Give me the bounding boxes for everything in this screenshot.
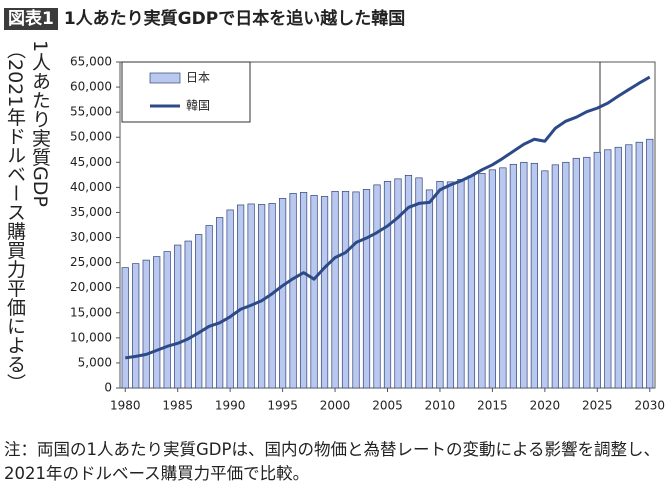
y-tick-label: 35,000 — [70, 205, 112, 219]
bar — [583, 156, 591, 389]
y-label: 1人あたり実質GDP — [29, 40, 51, 207]
bar — [352, 191, 360, 389]
bar — [467, 175, 476, 389]
legend-label: 韓国 — [186, 99, 210, 113]
bar — [488, 169, 497, 389]
bar — [446, 181, 455, 389]
y-tick-label: 50,000 — [70, 130, 112, 144]
bar — [153, 256, 161, 389]
y-tick-label: 5,000 — [78, 355, 112, 369]
bar — [278, 198, 287, 389]
bar — [289, 193, 297, 389]
bar — [499, 167, 507, 389]
bar — [373, 184, 381, 389]
y-tick-label: 10,000 — [70, 330, 112, 344]
bar — [362, 189, 371, 389]
bar — [541, 170, 549, 389]
chart: 0 5,000 10,000 15,000 20,000 25,000 30,000 35,0… — [70, 55, 665, 413]
bar — [478, 172, 486, 389]
bar — [593, 151, 601, 389]
x-tick-label: 2030 — [634, 399, 665, 413]
y-label-sub: （2021年ドルベース購買力平価による） — [4, 40, 26, 393]
x-tick-label: 2000 — [320, 399, 351, 413]
bar — [436, 181, 444, 389]
bar — [163, 251, 171, 389]
bar — [310, 195, 318, 389]
bar — [457, 179, 465, 389]
legend-box — [121, 61, 251, 123]
bar — [258, 204, 266, 389]
x-tick-label: 1980 — [110, 399, 141, 413]
x-tick-label: 2010 — [425, 399, 456, 413]
y-tick-label: 65,000 — [70, 55, 112, 69]
bar — [237, 204, 245, 389]
note: 注：両国の1人あたり実質GDPは、国内の物価と為替レートの変動による影響を調整し… — [4, 440, 660, 483]
y-tick-label: 55,000 — [70, 105, 112, 119]
bar — [142, 259, 150, 389]
bar — [394, 178, 402, 389]
bar — [195, 234, 203, 389]
bar — [121, 267, 129, 389]
bar — [299, 192, 308, 389]
bar — [551, 164, 559, 389]
x-tick-label: 2005 — [372, 399, 403, 413]
legend-label: 日本 — [186, 71, 210, 85]
y-tick-label: 15,000 — [70, 305, 112, 319]
bar — [331, 191, 339, 389]
bar — [530, 162, 538, 389]
bar — [383, 181, 392, 389]
bar — [404, 174, 413, 389]
x-tick-label: 1985 — [162, 399, 193, 413]
bar — [132, 263, 140, 389]
bar — [226, 209, 234, 389]
bar — [184, 240, 192, 389]
bar — [604, 149, 612, 389]
bar — [425, 189, 434, 389]
y-tick-label: 60,000 — [70, 80, 112, 94]
bar — [614, 146, 622, 389]
x-tick-label: 2025 — [582, 399, 613, 413]
y-tick-label: 30,000 — [70, 230, 112, 244]
legend-swatch — [149, 72, 181, 84]
y-tick-label: 40,000 — [70, 180, 112, 194]
bar — [562, 161, 570, 389]
y-tick-label: 20,000 — [70, 280, 112, 294]
x-tick-label: 2020 — [530, 399, 561, 413]
x-tick-label: 2015 — [477, 399, 508, 413]
bar — [415, 177, 423, 389]
bar — [216, 217, 224, 389]
bar — [174, 244, 182, 389]
bar — [572, 157, 580, 389]
bar — [520, 161, 528, 389]
y-tick-label: 45,000 — [70, 155, 112, 169]
bar — [247, 203, 255, 389]
y-tick-label: 25,000 — [70, 255, 112, 269]
badge: 図表1 — [4, 8, 58, 30]
x-tick-label: 1995 — [267, 399, 298, 413]
bar — [625, 144, 633, 389]
bar — [509, 163, 517, 389]
bar — [635, 141, 643, 389]
bar — [646, 138, 654, 389]
y-axis-label: 1人あたり実質GDP （2021年ドルベース購買力平価による） — [2, 40, 52, 420]
bar — [341, 191, 350, 389]
bar — [205, 225, 213, 389]
bar — [320, 196, 329, 389]
y-tick-label: 0 — [104, 381, 112, 395]
line — [125, 75, 651, 360]
chart-title: 図表1 1人あたり実質GDPで日本を追い越した韓国 — [4, 4, 406, 30]
title-text: 1人あたり実質GDPで日本を追い越した韓国 — [63, 9, 406, 29]
x-tick-label: 1990 — [215, 399, 246, 413]
